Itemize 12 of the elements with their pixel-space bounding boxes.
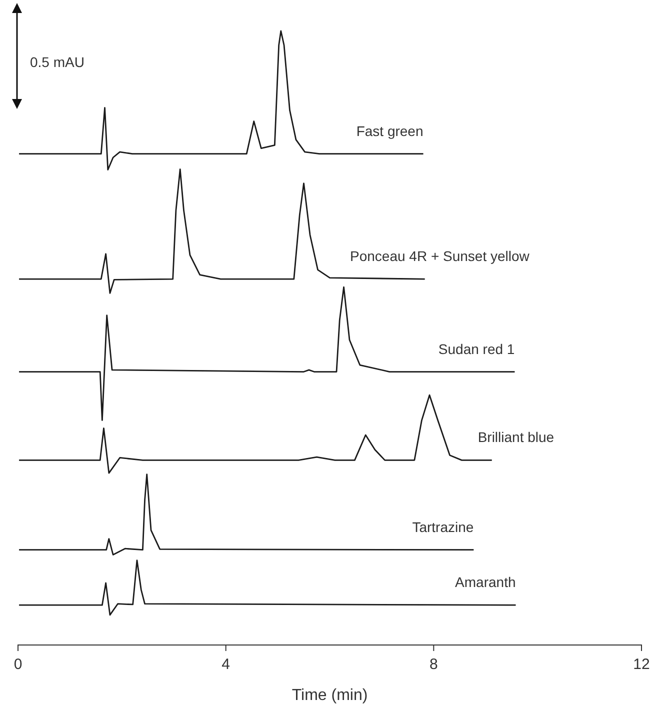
x-tick-label: 0 xyxy=(14,656,22,673)
series-label: Brilliant blue xyxy=(478,429,554,446)
series-label: Sudan red 1 xyxy=(438,340,515,357)
series-label: Ponceau 4R + Sunset yellow xyxy=(350,248,530,264)
x-axis-title: Time (min) xyxy=(292,687,368,704)
x-tick-label: 4 xyxy=(222,656,230,673)
x-tick-label: 8 xyxy=(429,656,438,673)
series-label: Tartrazine xyxy=(412,518,474,535)
annotation: 0.5 mAU xyxy=(30,54,84,70)
x-tick-label: 12 xyxy=(633,656,650,673)
series-label: Fast green xyxy=(356,122,424,139)
series-label: Amaranth xyxy=(455,574,516,590)
